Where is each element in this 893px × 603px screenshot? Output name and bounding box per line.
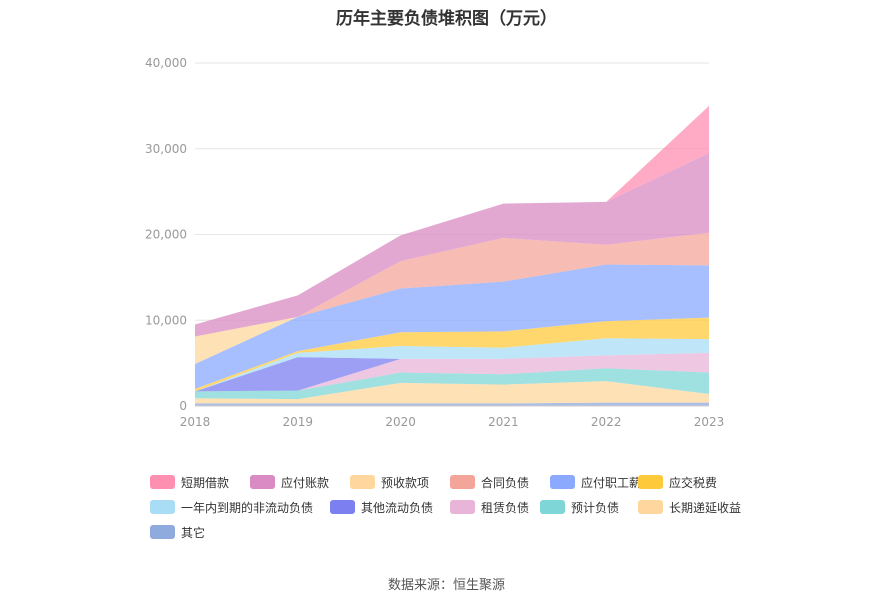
legend-item[interactable]: 应付账款 [250, 472, 329, 492]
legend-item[interactable]: 应交税费 [638, 472, 717, 492]
legend-label: 一年内到期的非流动负债 [181, 500, 314, 515]
legend-label: 其他流动负债 [361, 500, 434, 515]
legend-item[interactable]: 预计负债 [540, 497, 619, 517]
x-tick-label: 2018 [180, 415, 211, 429]
area-series [195, 317, 709, 392]
legend-label: 长期递延收益 [669, 500, 742, 515]
chart-title: 历年主要负债堆积图（万元） [336, 9, 557, 29]
y-tick-label: 10,000 [145, 313, 187, 327]
legend-label: 其它 [181, 525, 206, 540]
legend-label: 预收款项 [381, 475, 430, 490]
data-source-note: 数据来源：恒生聚源 [387, 578, 505, 593]
area-series [195, 338, 709, 392]
legend-swatch [150, 525, 175, 539]
y-tick-label: 20,000 [145, 228, 187, 242]
x-tick-label: 2020 [385, 415, 416, 429]
area-series [195, 264, 709, 389]
y-tick-label: 30,000 [145, 142, 187, 156]
x-tick-label: 2022 [591, 415, 622, 429]
area-series [195, 153, 709, 337]
legend-item[interactable]: 应付职工薪酬 [550, 472, 653, 492]
legend-label: 合同负债 [481, 475, 530, 490]
chart-plot-area: 0 10,000 20,000 30,000 40,000 2018 2019 2020 202… [145, 56, 725, 429]
legend-swatch [540, 500, 565, 514]
legend-swatch [638, 475, 663, 489]
legend-swatch [638, 500, 663, 514]
area-series [195, 368, 709, 400]
legend-item[interactable]: 租赁负债 [450, 497, 529, 517]
area-series [195, 352, 709, 392]
x-tick-label: 2019 [283, 415, 314, 429]
legend-label: 短期借款 [181, 475, 230, 490]
legend-item[interactable]: 其他流动负债 [330, 497, 433, 517]
legend-item[interactable]: 其它 [150, 522, 205, 542]
legend-swatch [350, 475, 375, 489]
area-series [195, 232, 709, 364]
y-tick-label: 0 [179, 399, 187, 413]
legend-label: 应付账款 [281, 475, 330, 490]
legend-label: 应交税费 [669, 475, 718, 490]
legend-label: 应付职工薪酬 [581, 475, 654, 490]
legend-swatch [450, 475, 475, 489]
legend-label: 租赁负债 [481, 500, 530, 515]
area-series [195, 352, 709, 392]
legend-item[interactable]: 一年内到期的非流动负债 [150, 497, 313, 517]
x-tick-label: 2023 [694, 415, 725, 429]
legend-swatch [150, 475, 175, 489]
legend-swatch [550, 475, 575, 489]
x-tick-label: 2021 [488, 415, 519, 429]
legend-swatch [150, 500, 175, 514]
legend-label: 预计负债 [571, 500, 620, 515]
legend-swatch [250, 475, 275, 489]
legend-item[interactable]: 合同负债 [450, 472, 529, 492]
legend-item[interactable]: 短期借款 [150, 472, 229, 492]
legend-swatch [450, 500, 475, 514]
y-tick-label: 40,000 [145, 56, 187, 70]
legend-item[interactable]: 预收款项 [350, 472, 429, 492]
area-series [195, 381, 709, 404]
legend-swatch [330, 500, 355, 514]
legend-item[interactable]: 长期递延收益 [638, 497, 741, 517]
